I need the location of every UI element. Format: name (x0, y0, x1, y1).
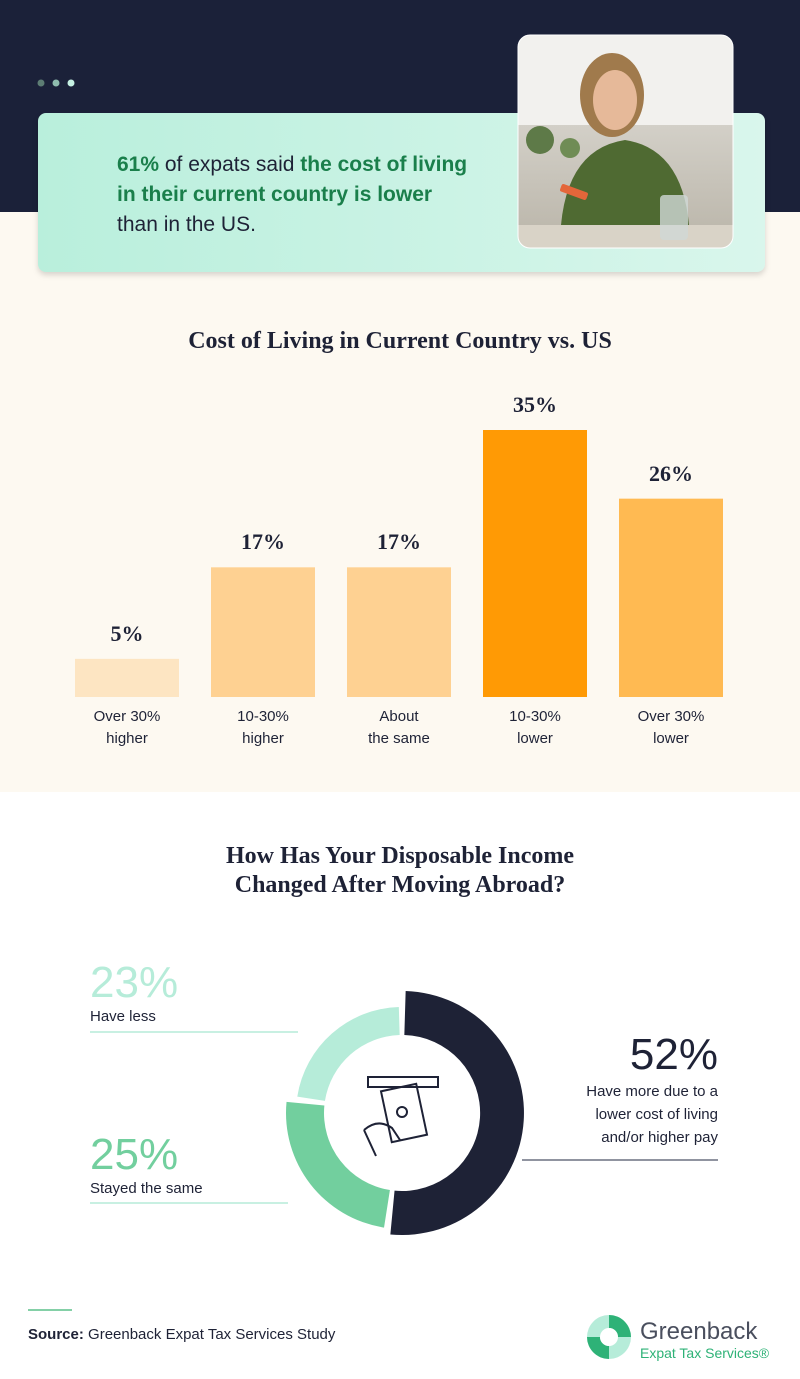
callout-emphasis: the cost of living in their current coun… (117, 153, 468, 206)
bar-value-label: 35% (513, 392, 557, 417)
bar (483, 430, 587, 697)
donut-segment (297, 1007, 400, 1101)
donut-segment (285, 1101, 390, 1228)
x-tick-label: 10-30% lower (509, 708, 561, 747)
bar (211, 567, 315, 697)
photo (518, 35, 733, 248)
photo-frame (517, 34, 734, 249)
callout-text: 61% of expats said the cost of living in… (117, 150, 477, 240)
logo-name: Greenback (640, 1318, 758, 1345)
x-tick-label: 10-30% higher (237, 708, 289, 747)
callout-text-part: of expats said (159, 153, 301, 176)
x-tick-label: About the same (368, 708, 430, 747)
chart-title: How Has Your Disposable Income Changed A… (225, 843, 575, 898)
donut-segment (390, 991, 524, 1235)
donut-category-label: Have more due to a lower cost of living … (586, 1083, 718, 1146)
callout-stat: 61% (117, 153, 160, 176)
donut-category-label: Have less (90, 1008, 156, 1025)
bar-value-label: 17% (241, 529, 285, 555)
source-label: Source: (28, 1326, 84, 1343)
x-tick-label: Over 30% higher (93, 708, 161, 747)
source-text: Greenback Expat Tax Services Study (83, 1326, 336, 1343)
bar-value-label: 26% (649, 460, 693, 486)
callout-text-part: than in the US. (117, 213, 256, 236)
bar (347, 567, 451, 697)
atm-icon (363, 1076, 439, 1157)
dots (37, 79, 75, 87)
donut-value-label: 52% (629, 1030, 718, 1079)
bar-value-label: 17% (377, 529, 421, 555)
donut-value-label: 25% (90, 1130, 179, 1179)
logo-mark (587, 1315, 631, 1359)
bar (619, 498, 723, 697)
bar (75, 658, 179, 697)
chart-title: Cost of Living in Current Country vs. US (188, 328, 612, 354)
bar-value-label: 5% (110, 620, 144, 646)
logo-tagline: Expat Tax Services® (640, 1345, 770, 1361)
source: Source: Greenback Expat Tax Services Stu… (28, 1326, 335, 1343)
donut-category-label: Stayed the same (90, 1180, 203, 1197)
donut-value-label: 23% (90, 958, 179, 1007)
x-tick-label: Over 30% lower (637, 708, 705, 747)
